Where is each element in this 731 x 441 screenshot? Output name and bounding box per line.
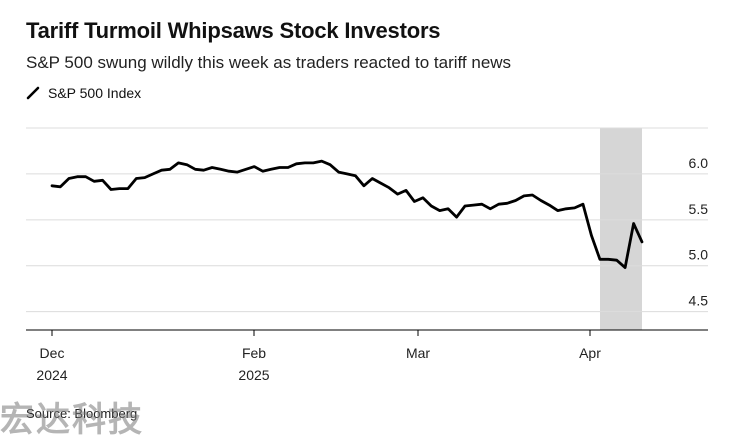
watermark-logo: 宏达科技 xyxy=(0,401,144,439)
legend-line-icon xyxy=(26,86,40,100)
source-note: Source: Bloomberg xyxy=(26,406,138,421)
x-tick-label: Dec xyxy=(40,345,65,361)
y-tick-label: 6.0 xyxy=(689,155,709,171)
x-tick-label-year: 2024 xyxy=(36,367,67,383)
chart-subtitle: S&P 500 swung wildly this week as trader… xyxy=(26,53,512,72)
x-tick-label: Feb xyxy=(242,345,266,361)
y-tick-label: 5.0 xyxy=(689,247,709,263)
y-tick-label: 5.5 xyxy=(689,201,709,217)
x-tick-label-year: 2025 xyxy=(238,367,269,383)
chart-title: Tariff Turmoil Whipsaws Stock Investors xyxy=(26,18,441,43)
legend-label: S&P 500 Index xyxy=(48,85,142,101)
y-tick-label: 4.5 xyxy=(689,293,709,309)
x-tick-label: Mar xyxy=(406,345,430,361)
legend: S&P 500 Index xyxy=(26,85,141,101)
x-tick-label: Apr xyxy=(579,345,601,361)
series-line-sp500 xyxy=(50,159,644,270)
